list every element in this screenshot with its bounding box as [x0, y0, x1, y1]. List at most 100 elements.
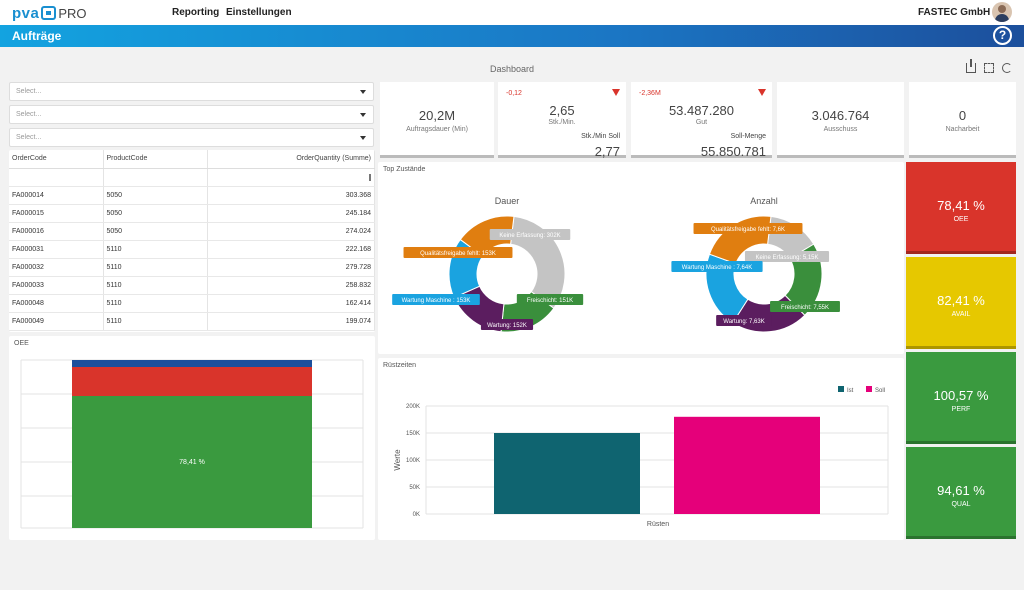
select-placeholder: Select... [16, 88, 42, 95]
trend-down-icon [612, 89, 620, 96]
nav-reporting[interactable]: Reporting [172, 7, 220, 18]
donut-data-label: Keine Erfassung: 302K [499, 233, 560, 239]
logo-cube-icon [41, 6, 57, 20]
tile-value: 94,61 % [937, 483, 985, 498]
select-placeholder: Select... [16, 111, 42, 118]
table-row[interactable]: FA000014 5050 303.368 [9, 186, 375, 205]
legend-label[interactable]: Ist [847, 388, 854, 394]
oee-bar-segment-green[interactable] [72, 396, 312, 528]
tile-oee[interactable]: 78,41 % OEE [906, 162, 1016, 254]
tile-avail[interactable]: 82,41 % AVAIL [906, 257, 1016, 349]
avatar[interactable] [992, 2, 1012, 22]
cell-productcode: 5110 [103, 276, 208, 295]
company-name[interactable]: FASTEC GmbH [918, 7, 991, 18]
kpi-value: 0 [958, 108, 967, 123]
top-zustaende-panel: Top Zustände Dauer Anzahl Keine Erfassun… [378, 162, 904, 354]
help-icon[interactable]: ? [993, 26, 1012, 45]
filter-select-3[interactable]: Select... [9, 128, 374, 147]
column-resize-icon[interactable] [369, 173, 371, 181]
ruestzeiten-panel: Rüstzeiten 0K 50K 100K 150K 200K Werte Rüsten I… [378, 358, 904, 540]
cell-ordercode: FA000014 [9, 186, 104, 205]
donut-label-box [403, 247, 513, 258]
oee-bar-label: 78,41 % [179, 459, 205, 466]
fullscreen-icon[interactable] [984, 63, 994, 73]
tile-label: PERF [951, 406, 971, 413]
donut-label-box [392, 294, 480, 305]
filter-cell[interactable] [9, 168, 104, 187]
nav-einstellungen[interactable]: Einstellungen [226, 7, 292, 18]
column-header-orderquantity[interactable]: OrderQuantity (Summe) [207, 150, 375, 169]
donut-title-anzahl: Anzahl [750, 196, 778, 206]
cell-productcode: 5110 [103, 312, 208, 331]
legend-swatch [838, 386, 844, 392]
kpi-target-label: Soll-Menge [730, 133, 766, 140]
kpi-auftragsdauer[interactable]: 20,2M Auftragsdauer (Min) [380, 82, 494, 158]
table-row[interactable]: FA000016 5050 274.024 [9, 222, 375, 241]
table-row[interactable]: FA000031 5110 222.168 [9, 240, 375, 259]
tile-qual[interactable]: 94,61 % QUAL [906, 447, 1016, 539]
donut-label-box [671, 261, 763, 272]
legend-swatch [866, 386, 872, 392]
tile-label: AVAIL [951, 311, 971, 318]
donut-data-label: Wartung Maschine : 7,64K [682, 265, 752, 271]
tile-value: 78,41 % [937, 198, 985, 213]
filter-select-2[interactable]: Select... [9, 105, 374, 124]
oee-panel-title: OEE [14, 340, 29, 347]
export-icon[interactable] [966, 59, 976, 73]
legend-label[interactable]: Soll [875, 388, 885, 394]
kpi-value: 3.046.764 [811, 108, 870, 123]
oee-bar-segment-red[interactable] [72, 367, 312, 396]
refresh-icon[interactable] [1002, 63, 1012, 73]
kpi-ausschuss[interactable]: 3.046.764 Ausschuss [777, 82, 904, 158]
cell-ordercode: FA000048 [9, 294, 104, 313]
cell-productcode: 5050 [103, 204, 208, 223]
column-header-ordercode[interactable]: OrderCode [9, 150, 104, 169]
filter-cell[interactable] [207, 168, 375, 187]
kpi-label: Ausschuss [823, 126, 858, 133]
cell-quantity: 222.168 [207, 240, 375, 259]
kpi-nacharbeit[interactable]: 0 Nacharbeit [909, 82, 1016, 158]
bar-soll[interactable] [674, 416, 820, 514]
table-row[interactable]: FA000048 5110 162.414 [9, 294, 375, 313]
donut-label-box [516, 294, 584, 305]
dashboard-toolbar [966, 59, 1012, 73]
filter-select-1[interactable]: Select... [9, 82, 374, 101]
cell-ordercode: FA000016 [9, 222, 104, 241]
table-row[interactable]: FA000033 5110 258.832 [9, 276, 375, 295]
kpi-gut[interactable]: -2,36M 53.487.280 Gut Soll-Menge 55.850.… [631, 82, 772, 159]
cell-productcode: 5050 [103, 222, 208, 241]
kpi-value: 2,65 [549, 103, 575, 118]
dashboard-title: Dashboard [490, 64, 535, 74]
donut-data-label: Freischicht: 7,55K [781, 305, 829, 311]
donut-label-box [770, 301, 840, 312]
caret-down-icon [360, 113, 366, 117]
table-row[interactable]: FA000049 5110 199.074 [9, 312, 375, 331]
filter-cell[interactable] [103, 168, 208, 187]
x-category-label: Rüsten [647, 521, 669, 528]
kpi-stk-min[interactable]: -0,12 2,65 Stk./Min. Stk./Min Soll 2,77 [498, 82, 626, 159]
bar-ist[interactable] [494, 433, 640, 514]
donut-label-box [744, 251, 830, 262]
top-zustaende-title: Top Zustände [383, 166, 426, 173]
ruestzeiten-chart: 0K 50K 100K 150K 200K Werte Rüsten Ist Soll [393, 386, 889, 528]
column-header-productcode[interactable]: ProductCode [103, 150, 208, 169]
table-row[interactable]: FA000015 5050 245.184 [9, 204, 375, 223]
cell-productcode: 5110 [103, 294, 208, 313]
cell-quantity: 303.368 [207, 186, 375, 205]
tile-perf[interactable]: 100,57 % PERF [906, 352, 1016, 444]
kpi-delta: -0,12 [506, 90, 522, 97]
donut-data-label: Qualitätsfreigabe fehlt: 153K [420, 251, 496, 257]
kpi-label: Nacharbeit [945, 126, 980, 133]
tile-label: QUAL [951, 501, 971, 508]
donut-label-box [489, 229, 571, 240]
kpi-label: Stk./Min. [548, 119, 576, 126]
donut-charts: Dauer Anzahl Keine Erfassung: 302K Freisc… [392, 196, 840, 333]
pva-pro-logo[interactable]: pva PRO [12, 4, 87, 22]
oee-chart: 78,41 % [20, 359, 364, 529]
cell-quantity: 245.184 [207, 204, 375, 223]
cell-quantity: 162.414 [207, 294, 375, 313]
cell-ordercode: FA000049 [9, 312, 104, 331]
oee-bar-segment-blue[interactable] [72, 360, 312, 367]
table-row[interactable]: FA000032 5110 279.728 [9, 258, 375, 277]
orders-table-panel: OrderCode ProductCode OrderQuantity (Sum… [9, 150, 375, 332]
